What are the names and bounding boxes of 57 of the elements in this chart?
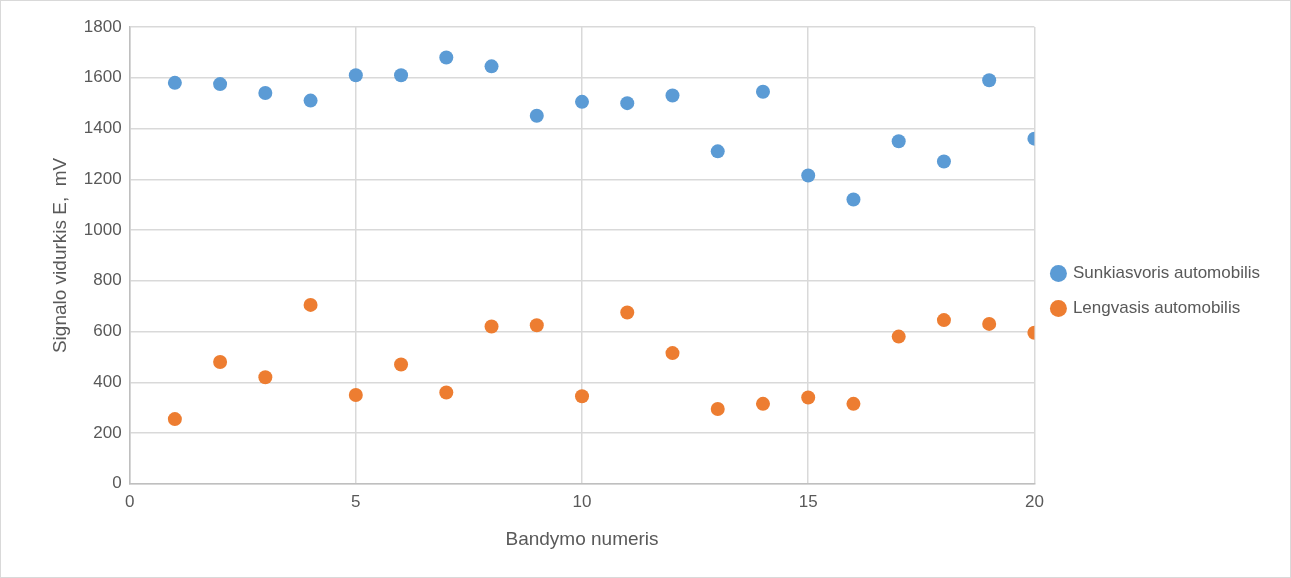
y-tick-label: 0 xyxy=(112,473,122,493)
y-tick-label: 1600 xyxy=(83,67,122,87)
point xyxy=(439,385,454,400)
x-axis-title: Bandymo numeris xyxy=(505,527,659,549)
y-tick-label: 400 xyxy=(93,371,122,391)
point xyxy=(529,318,544,333)
x-tick-label: 10 xyxy=(572,491,592,511)
y-tick-label: 600 xyxy=(93,321,122,341)
x-tick-label: 0 xyxy=(124,491,135,511)
point xyxy=(710,401,725,416)
point xyxy=(394,68,409,83)
point xyxy=(710,144,725,159)
point xyxy=(936,154,951,169)
point xyxy=(665,346,680,361)
point xyxy=(167,75,182,90)
y-tick-label: 1400 xyxy=(83,118,122,138)
point xyxy=(258,85,273,100)
point xyxy=(801,168,816,183)
point xyxy=(891,329,906,344)
y-tick-label: 1200 xyxy=(83,168,122,188)
point xyxy=(303,297,318,312)
point xyxy=(755,396,770,411)
point xyxy=(575,389,590,404)
y-axis-title: Signalo vidurkis E, mV xyxy=(48,157,70,354)
point xyxy=(439,50,454,65)
point xyxy=(801,390,816,405)
x-tick-label: 5 xyxy=(351,491,361,511)
x-tick-label: 15 xyxy=(798,491,818,511)
legend-label: Lengvasis automobilis xyxy=(1072,298,1241,318)
y-tick-label: 200 xyxy=(93,422,122,442)
point xyxy=(665,88,680,103)
point xyxy=(755,84,770,99)
x-tick-label: 20 xyxy=(1024,491,1044,511)
point xyxy=(484,59,499,74)
point xyxy=(394,357,409,372)
legend-label: Sunkiasvoris automobilis xyxy=(1072,263,1261,283)
point xyxy=(348,68,363,83)
point xyxy=(484,319,499,334)
point xyxy=(529,108,544,123)
y-tick-label: 800 xyxy=(93,270,122,290)
point xyxy=(846,192,861,207)
point xyxy=(575,94,590,109)
y-tick-label: 1000 xyxy=(83,219,122,239)
y-tick-label: 1800 xyxy=(83,16,122,36)
point xyxy=(167,412,182,427)
point xyxy=(348,387,363,402)
point xyxy=(213,77,228,92)
point xyxy=(303,93,318,108)
point xyxy=(891,134,906,149)
point xyxy=(213,354,228,369)
point xyxy=(620,305,635,320)
point xyxy=(982,316,997,331)
point xyxy=(846,396,861,411)
point xyxy=(620,96,635,111)
point xyxy=(982,73,997,88)
point xyxy=(936,313,951,328)
point xyxy=(258,370,273,385)
